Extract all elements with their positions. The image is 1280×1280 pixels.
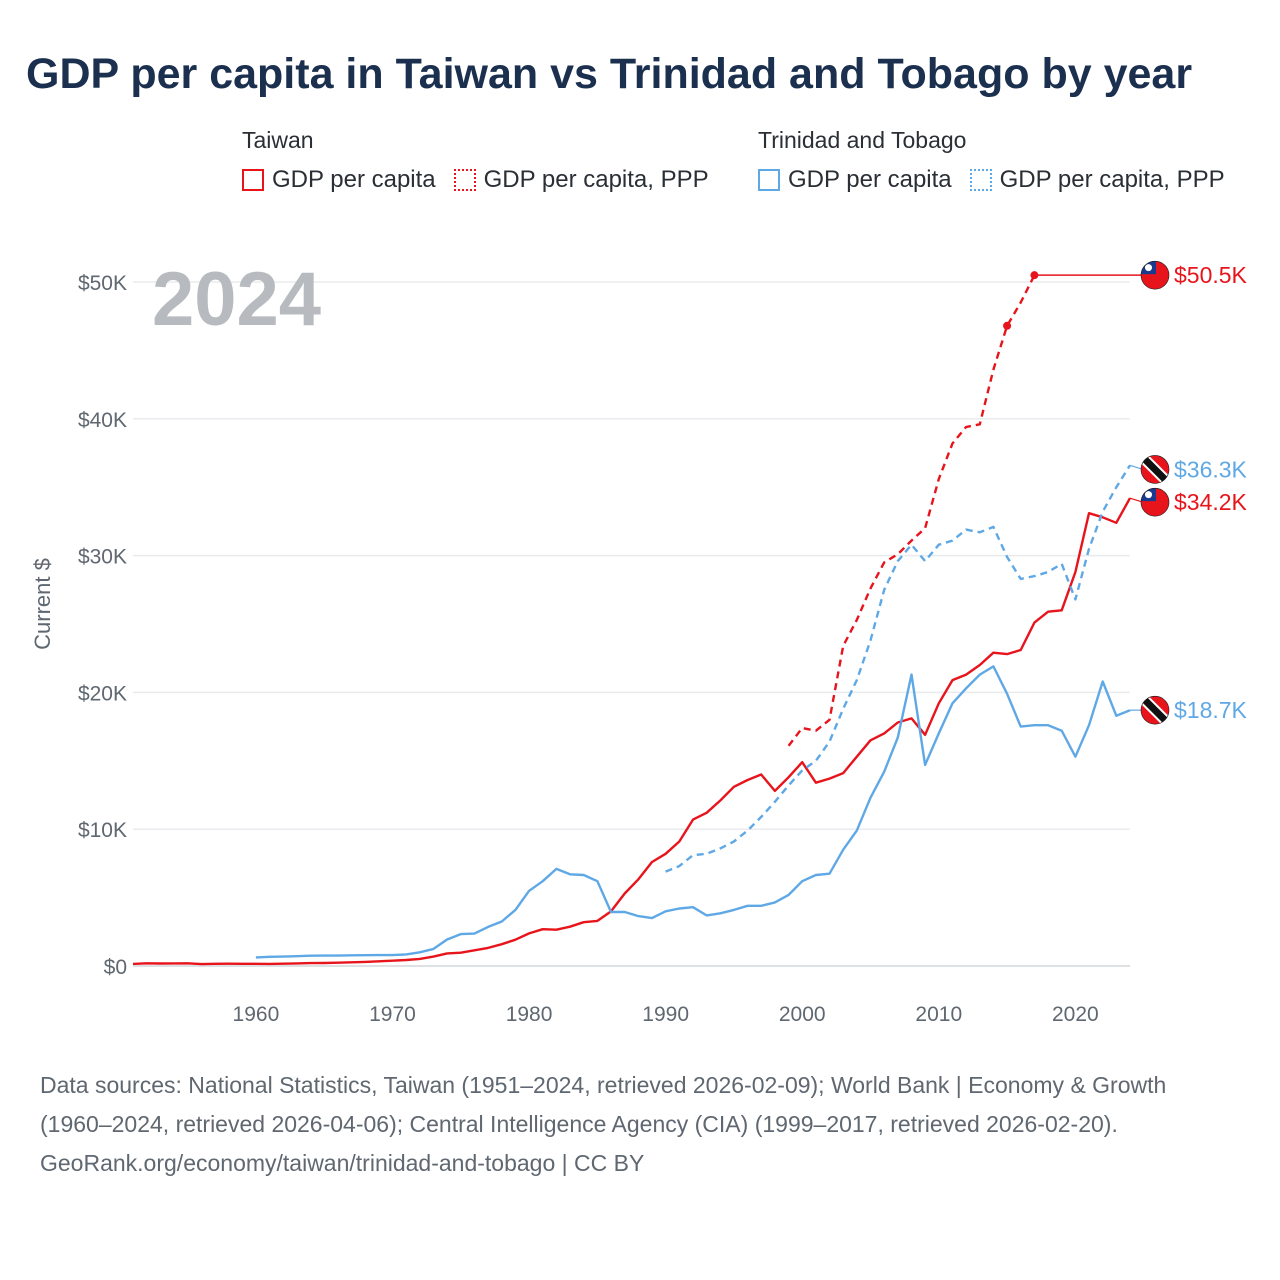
legend-item-trinidad-gdp-ppp[interactable]: GDP per capita, PPP: [969, 166, 1225, 194]
taiwan-flag-icon: [1140, 487, 1170, 517]
legend-label: GDP per capita, PPP: [999, 166, 1225, 193]
y-tick-label: $50K: [78, 272, 127, 295]
flag-outline: [1140, 260, 1170, 290]
y-tick-label: $40K: [78, 409, 127, 432]
series-end-label: $18.7K: [1174, 697, 1248, 723]
data-sources: Data sources: National Statistics, Taiwa…: [40, 1072, 1167, 1137]
x-tick-label: 2010: [915, 1003, 962, 1026]
x-tick-labels: 1960 1970 1980 1990 2000 2010 2020: [233, 1003, 1099, 1026]
flag-sun: [1145, 491, 1152, 499]
series-line: [665, 464, 1132, 873]
flag-band: [1141, 696, 1169, 725]
x-tick-label: 1990: [642, 1003, 689, 1026]
flag-outline: [1140, 695, 1170, 725]
legend-label: GDP per capita: [788, 166, 952, 193]
legend-swatch-dotted: [453, 169, 476, 191]
legend-label: GDP per capita, PPP: [483, 166, 709, 193]
series-line: [787, 274, 1036, 747]
flag-outline: [1140, 487, 1170, 517]
series-end-label: $34.2K: [1174, 489, 1248, 515]
flag-outline: [1140, 455, 1170, 484]
taiwan-flag-icon: [1140, 260, 1170, 290]
legend-label: GDP per capita: [272, 166, 436, 193]
y-tick-label: $30K: [78, 546, 127, 569]
footer: Data sources: National Statistics, Taiwa…: [40, 1066, 1240, 1183]
series-end-label: $50.5K: [1174, 262, 1248, 288]
legend-group-trinidad: Trinidad and Tobago GDP per capita GDP p…: [758, 124, 1225, 194]
y-tick-labels: $0 $10K $20K $30K $40K $50K: [78, 272, 127, 979]
page-title: GDP per capita in Taiwan vs Trinidad and…: [26, 50, 1193, 98]
series-lines: [132, 271, 1132, 966]
legend-group-taiwan: Taiwan GDP per capita GDP per capita, PP…: [242, 124, 709, 194]
series-end-label: $36.3K: [1174, 456, 1248, 482]
legend-swatch-dotted: [969, 169, 992, 191]
end-labels: $34.2K $50.5K $18.7K $36.3K: [1034, 260, 1248, 725]
line-chart: $0 $10K $20K $30K $40K $50K 1960 1970 1980 1990 2…: [30, 257, 1248, 1026]
legend-swatch-solid: [242, 169, 264, 191]
y-tick-label: $20K: [78, 682, 127, 705]
trinidad-flag-icon: [1140, 455, 1170, 484]
x-tick-label: 2000: [779, 1003, 826, 1026]
series-line: [255, 665, 1131, 959]
legend-group-title: Trinidad and Tobago: [758, 127, 967, 153]
y-tick-label: $10K: [78, 819, 127, 842]
x-tick-label: 2020: [1052, 1003, 1099, 1026]
flag-sun: [1145, 264, 1152, 272]
series-marker: [1003, 321, 1012, 330]
series-line: [132, 497, 1132, 966]
legend-item-taiwan-gdp-ppp[interactable]: GDP per capita, PPP: [453, 166, 709, 194]
x-tick-label: 1960: [233, 1003, 280, 1026]
gridlines: [133, 281, 1130, 967]
legend-item-trinidad-gdp[interactable]: GDP per capita: [758, 166, 952, 194]
credit-link[interactable]: GeoRank.org/economy/taiwan/trinidad-and-…: [40, 1150, 645, 1176]
y-axis-title: Current $: [30, 558, 55, 650]
y-tick-label: $0: [104, 956, 127, 979]
legend-item-taiwan-gdp[interactable]: GDP per capita: [242, 166, 436, 194]
trinidad-flag-icon: [1140, 695, 1170, 725]
legend-swatch-solid: [758, 169, 780, 191]
year-watermark: 2024: [152, 257, 321, 342]
flag-band: [1141, 455, 1169, 484]
x-tick-label: 1970: [369, 1003, 416, 1026]
legend-group-title: Taiwan: [242, 127, 314, 153]
x-tick-label: 1980: [506, 1003, 553, 1026]
